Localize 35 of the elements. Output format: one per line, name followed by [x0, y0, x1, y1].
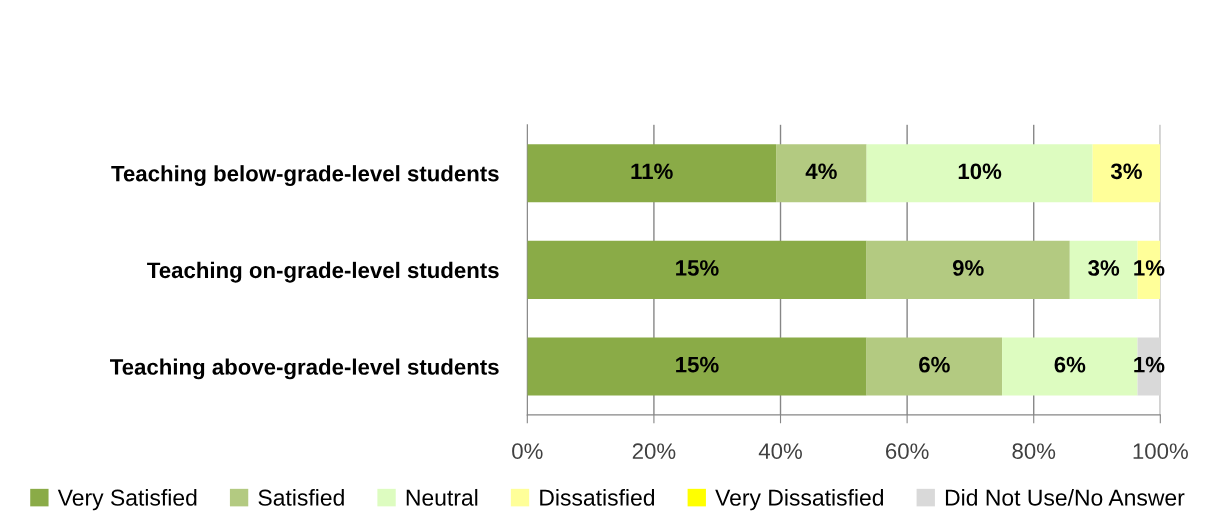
y-tick-label: Teaching on-grade-level students [147, 261, 499, 283]
annotation: 11% [631, 163, 673, 180]
bar [776, 144, 867, 203]
legend-label: Very Dissatisfied [715, 488, 884, 511]
bar [866, 337, 1003, 396]
legend-label: Very Satisfied [57, 488, 197, 511]
annotation: 1% [1134, 260, 1165, 276]
bar [866, 144, 1093, 203]
annotation: 1% [1134, 356, 1165, 373]
x-tick-label: 20% [632, 443, 676, 460]
annotation: 10% [958, 163, 1002, 180]
annotation: 3% [1088, 260, 1120, 276]
y-tick-label: Teaching above-grade-level students [110, 358, 499, 380]
legend-label: Neutral [406, 488, 478, 506]
x-tick-label: 40% [758, 443, 802, 460]
bar [527, 337, 867, 396]
legend-label: Satisfied [258, 488, 344, 506]
annotation: 15% [676, 260, 719, 276]
x-tick-label: 0% [512, 443, 543, 460]
bar [527, 144, 777, 203]
bar [1092, 144, 1161, 203]
legend-label: Dissatisfied [540, 488, 655, 506]
annotation: 9% [952, 260, 984, 276]
x-tick-label: 80% [1012, 443, 1056, 460]
annotation: 6% [1054, 356, 1086, 373]
bar [866, 240, 1070, 299]
annotation: 15% [676, 356, 719, 373]
legend-label: Did Not Use/No Answer [945, 488, 1185, 506]
x-tick-label: 60% [886, 443, 929, 460]
annotation: 4% [805, 163, 837, 180]
bar [527, 240, 867, 299]
y-tick-label: Teaching below-grade-level students [111, 165, 499, 186]
x-tick-label: 100% [1133, 443, 1188, 460]
annotation: 3% [1110, 163, 1142, 180]
annotation: 6% [919, 356, 950, 373]
